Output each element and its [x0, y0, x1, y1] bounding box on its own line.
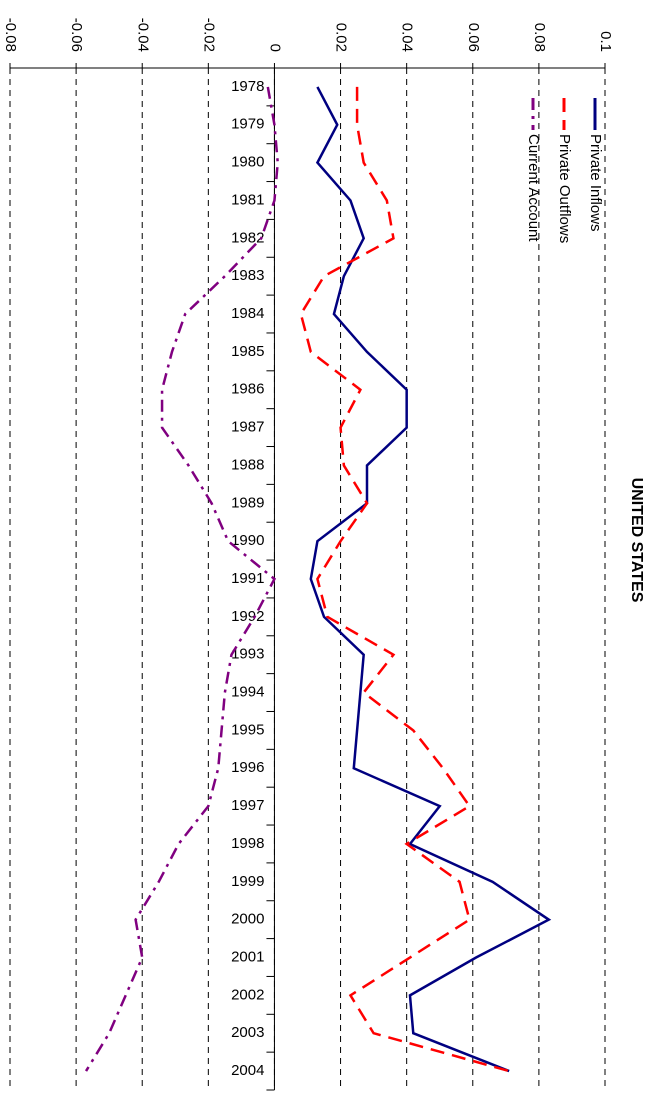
x-tick-label: 1997 [231, 797, 264, 814]
x-tick-label: 1986 [231, 381, 264, 398]
x-tick-label: 2001 [231, 948, 264, 965]
x-tick-label: 1994 [231, 684, 264, 701]
y-tick-label: -0.08 [2, 18, 19, 52]
x-tick-label: 1992 [231, 608, 264, 625]
y-tick-label: -0.04 [134, 18, 151, 52]
x-tick-label: 1985 [231, 343, 264, 360]
x-tick-label: 1996 [231, 759, 264, 776]
x-tick-label: 1995 [231, 721, 264, 738]
x-tick-label: 1999 [231, 873, 264, 890]
x-tick-label: 1988 [231, 456, 264, 473]
x-tick-label: 1980 [231, 154, 264, 171]
x-tick-label: 1982 [231, 229, 264, 246]
y-tick-label: 0.08 [531, 23, 548, 52]
x-tick-label: 1984 [231, 305, 264, 322]
x-tick-label: 1989 [231, 494, 264, 511]
y-tick-label: -0.06 [68, 18, 85, 52]
legend-label: Private Outflows [556, 134, 573, 243]
x-tick-label: 1983 [231, 267, 264, 284]
y-tick-label: 0.02 [333, 23, 350, 52]
y-tick-label: 0.1 [597, 31, 614, 52]
y-tick-label: -0.02 [200, 18, 217, 52]
x-tick-label: 1991 [231, 570, 264, 587]
x-tick-label: 1998 [231, 835, 264, 852]
legend-label: Private Inflows [587, 134, 604, 232]
series-line [309, 86, 552, 1073]
x-tick-label: 2003 [231, 1024, 264, 1041]
x-tick-label: 2004 [231, 1062, 264, 1079]
x-tick-label: 1990 [231, 532, 264, 549]
series-line [84, 86, 280, 1072]
chart-title: UNITED STATES [628, 478, 645, 603]
x-tick-label: 1993 [231, 646, 264, 663]
x-tick-label: 2000 [231, 911, 264, 928]
y-tick-label: 0.06 [465, 23, 482, 52]
series-line [299, 86, 510, 1073]
legend-label: Current Account [525, 134, 542, 242]
y-tick-label: 0 [266, 44, 283, 52]
x-tick-label: 1987 [231, 419, 264, 436]
x-tick-label: 1978 [231, 78, 264, 95]
x-tick-label: 1979 [231, 116, 264, 133]
x-tick-label: 1981 [231, 191, 264, 208]
y-tick-label: 0.04 [399, 23, 416, 52]
x-tick-label: 2002 [231, 986, 264, 1003]
